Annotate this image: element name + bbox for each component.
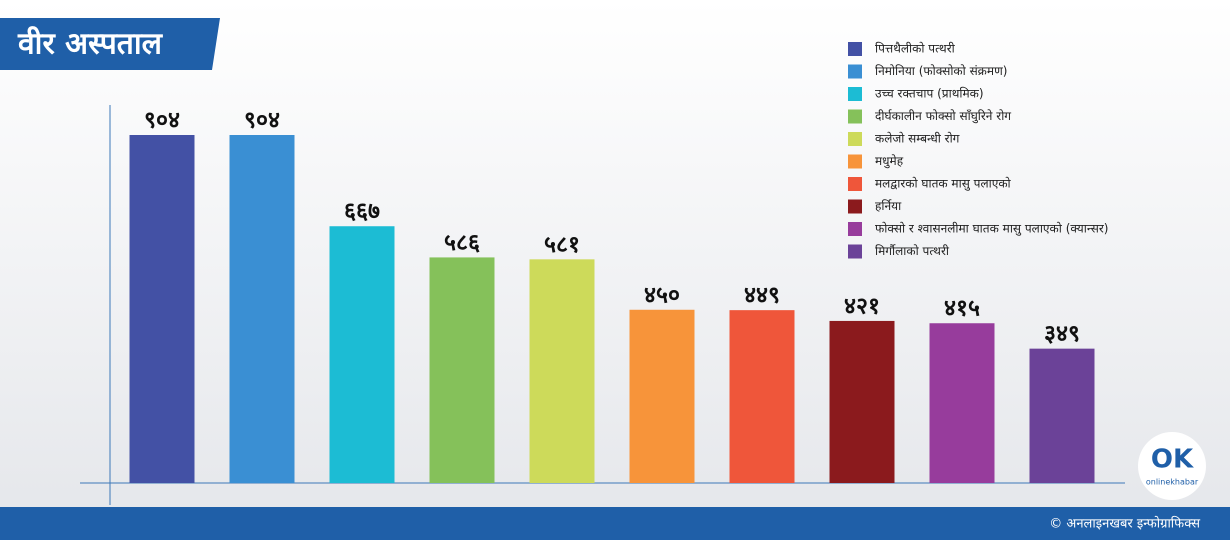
chart-title: वीर अस्पताल: [17, 26, 164, 62]
legend-label: मिर्गौलाको पत्थरी: [875, 244, 950, 258]
legend-label: मलद्वारको घातक मासु पलाएको: [875, 177, 1012, 192]
bar: [829, 320, 895, 483]
legend-label: कलेजो सम्बन्धी रोग: [875, 132, 960, 146]
bar: [629, 309, 695, 483]
legend-swatch: [848, 177, 862, 191]
bar: [329, 226, 395, 484]
value-label: ४२१: [844, 293, 880, 319]
value-label: ५८६: [444, 230, 480, 256]
bar: [529, 259, 595, 483]
legend-label: उच्च रक्तचाप (प्राथमिक): [875, 87, 984, 101]
bar: [729, 310, 795, 483]
bar: [129, 135, 195, 483]
value-label: ९०४: [244, 108, 280, 134]
legend-swatch: [848, 109, 862, 124]
legend-swatch: [848, 87, 862, 101]
logo-text: onlinekhabar: [1146, 478, 1199, 487]
title-banner: [0, 18, 220, 70]
legend-swatch: [848, 154, 862, 169]
footer-text: © अनलाइनखबर इन्फोग्राफिक्स: [1049, 516, 1200, 532]
legend-label: मधुमेह: [875, 154, 904, 169]
value-label: ६६७: [344, 199, 380, 225]
legend-label: हर्निया: [875, 199, 902, 213]
legend-swatch: [848, 132, 862, 146]
value-label: ४१५: [944, 296, 980, 322]
value-label: ९०४: [144, 108, 180, 134]
legend-swatch: [848, 199, 862, 214]
value-label: ४५०: [644, 282, 680, 308]
legend-swatch: [848, 222, 862, 236]
legend-label: दीर्घकालीन फोक्सो साँघुरिने रोग: [875, 109, 1011, 124]
bar: [1029, 348, 1095, 483]
value-label: ४४९: [744, 283, 780, 309]
legend-label: पित्तथैलीको पत्थरी: [875, 42, 956, 56]
bar: [929, 323, 995, 483]
legend-label: फोक्सो र श्वासनलीमा घातक मासु पलाएको (क्…: [875, 222, 1108, 237]
legend-swatch: [848, 42, 862, 56]
footer-bar: [0, 507, 1230, 540]
legend-swatch: [848, 244, 862, 259]
bar: [429, 257, 495, 483]
legend-label: निमोनिया (फोक्सोको संक्रमण): [875, 64, 1007, 78]
value-label: ५८१: [544, 232, 580, 258]
bar: [229, 135, 295, 483]
legend-swatch: [848, 64, 862, 79]
value-label: ३४९: [1044, 321, 1080, 347]
logo-mark: OK: [1151, 445, 1194, 475]
logo-circle: [1138, 432, 1206, 500]
